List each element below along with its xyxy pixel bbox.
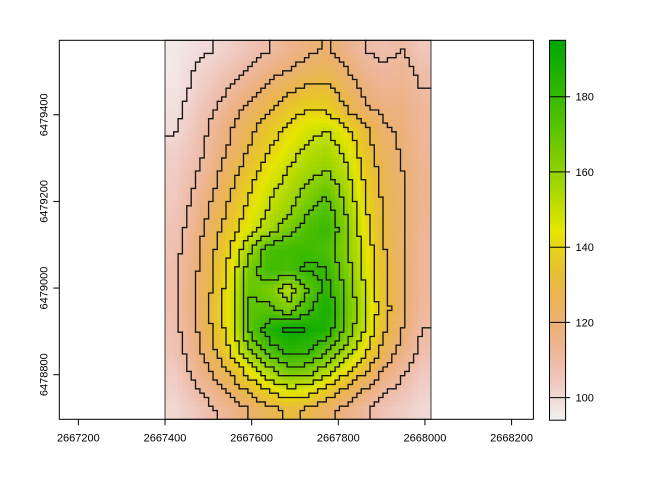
x-axis-tick-label: 2667800	[317, 433, 360, 445]
x-axis-tick-label: 2667600	[230, 433, 273, 445]
x-axis-tick-label: 2667200	[57, 433, 100, 445]
colorbar-tick-label: 120	[576, 317, 594, 329]
y-axis-tick-label: 6479000	[39, 267, 51, 310]
colorbar: 100 120 140 160 180	[550, 40, 594, 420]
x-axis: 2667200 2667400 2667600 2667800 2668000 26682…	[57, 419, 533, 444]
y-axis-tick-label: 6478800	[39, 353, 51, 396]
colorbar-tick-label: 140	[576, 242, 594, 254]
x-axis-tick-label: 2667400	[144, 433, 187, 445]
colorbar-tick-label: 180	[576, 92, 594, 104]
y-axis-tick-label: 6479400	[39, 93, 51, 136]
colorbar-tick-label: 160	[576, 167, 594, 179]
y-axis: 6478800 6479000 6479200 6479400	[39, 93, 60, 396]
colorbar-strip	[550, 40, 566, 420]
colorbar-tick-label: 100	[576, 393, 594, 405]
y-axis-tick-label: 6479200	[39, 180, 51, 223]
x-axis-tick-label: 2668200	[490, 433, 533, 445]
x-axis-tick-label: 2668000	[404, 433, 447, 445]
